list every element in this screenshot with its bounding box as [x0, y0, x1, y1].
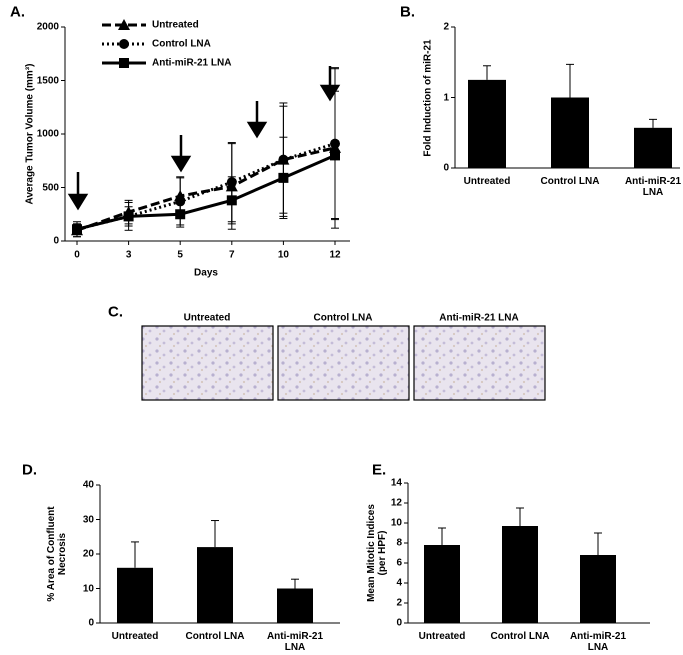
y-tick-label: 12 — [390, 497, 402, 509]
x-tick-label: Control LNA — [540, 176, 600, 187]
x-tick-label: Anti-miR-21 LNA — [624, 176, 682, 198]
legend-marker — [119, 39, 129, 49]
x-tick-label: 10 — [277, 249, 289, 261]
y-tick-label: 4 — [396, 577, 402, 589]
x-tick-label: Control LNA — [490, 631, 550, 642]
y-tick-label: 0 — [53, 235, 59, 247]
x-tick-label: 12 — [329, 249, 341, 261]
y-tick-label: 14 — [390, 477, 402, 489]
marker — [123, 211, 134, 222]
x-tick-label: 7 — [229, 249, 235, 261]
marker — [226, 195, 237, 206]
image-title: Control LNA — [313, 312, 373, 324]
x-tick-label: 5 — [177, 249, 183, 261]
y-axis-label: % Area of Confluent Necrosis — [46, 506, 68, 602]
image-title: Anti-miR-21 LNA — [439, 312, 519, 324]
y-tick-label: 8 — [396, 537, 402, 549]
series-line — [76, 154, 336, 231]
marker — [278, 172, 289, 183]
legend-label: Untreated — [152, 19, 199, 31]
x-tick-label: 0 — [74, 249, 80, 261]
y-tick-label: 10 — [390, 517, 402, 529]
bar — [502, 526, 538, 623]
bar — [117, 567, 153, 623]
marker — [175, 209, 186, 220]
y-tick-label: 1500 — [36, 75, 59, 86]
x-tick-label: Anti-miR-21 LNA — [569, 631, 627, 653]
y-tick-label: 30 — [82, 514, 94, 525]
y-axis-label: Average Tumor Volume (mm³) — [24, 63, 36, 205]
y-tick-label: 2 — [396, 597, 402, 609]
y-tick-label: 1000 — [36, 128, 59, 140]
marker — [330, 150, 340, 161]
histology-images — [141, 325, 546, 401]
x-axis-label: Days — [194, 267, 218, 279]
panel-label: E. — [372, 461, 387, 479]
legend-label: Anti-miR-21 LNA — [152, 57, 232, 69]
y-tick-label: 10 — [82, 583, 94, 594]
x-tick-label: Anti-miR-21 LNA — [266, 631, 324, 653]
y-tick-label: 0 — [88, 617, 94, 629]
x-tick-label: Untreated — [111, 631, 159, 642]
bar — [277, 588, 313, 623]
series-line — [76, 146, 336, 232]
bar — [197, 547, 233, 623]
bar — [580, 555, 616, 623]
y-tick-label: 2 — [443, 21, 449, 33]
y-tick-label: 1 — [443, 92, 449, 103]
y-tick-label: 0 — [396, 617, 402, 629]
panel-label: B. — [400, 3, 415, 21]
marker — [72, 224, 82, 235]
x-tick-label: Untreated — [418, 631, 466, 642]
y-tick-label: 500 — [42, 182, 59, 193]
bar — [468, 79, 506, 168]
panel-label: D. — [22, 461, 37, 479]
x-tick-label: Untreated — [463, 176, 511, 187]
dosing-arrows — [67, 66, 341, 211]
y-tick-label: 40 — [82, 479, 94, 491]
y-tick-label: 20 — [82, 548, 94, 560]
legend-marker — [119, 58, 129, 68]
y-axis-label: Fold Induction of miR-21 — [422, 38, 434, 157]
bar — [551, 97, 589, 168]
legend-marker — [118, 19, 130, 30]
x-tick-label: Control LNA — [185, 631, 245, 642]
panel-label: C. — [108, 303, 123, 321]
legend-label: Control LNA — [152, 38, 211, 50]
panel-label: A. — [10, 3, 25, 21]
y-tick-label: 6 — [396, 557, 402, 569]
bar — [424, 545, 460, 623]
image-title: Untreated — [183, 312, 231, 324]
x-tick-label: 3 — [125, 249, 132, 261]
y-axis-label: Mean Mitotic Indices (per HPF) — [366, 504, 388, 602]
y-tick-label: 0 — [443, 162, 449, 174]
bar — [634, 127, 672, 168]
y-tick-label: 2000 — [36, 21, 59, 33]
